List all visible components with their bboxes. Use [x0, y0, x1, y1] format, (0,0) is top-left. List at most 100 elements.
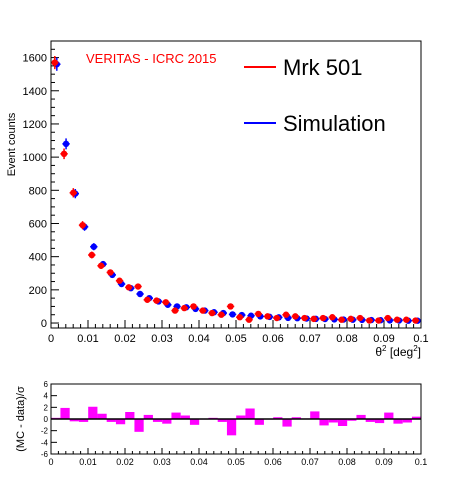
bottom-y-tick-label: 6 — [44, 380, 49, 389]
top-plot-frame — [50, 40, 422, 329]
data-point — [97, 262, 105, 269]
top-x-ticks: 0 0.01 0.02 0.03 0.04 0.05 0.06 0.07 0.08 0.09 0.1 — [48, 320, 429, 345]
data-point — [70, 189, 77, 196]
residual-bar — [162, 419, 172, 424]
top-x-tick-label: 0 — [48, 333, 54, 345]
y-axis-label: Event counts — [6, 112, 18, 176]
bottom-x-tick-label: 0.02 — [116, 457, 134, 467]
residual-bar — [69, 419, 79, 422]
residual-bar — [143, 414, 153, 419]
top-y-tick-label: 1000 — [23, 152, 47, 164]
legend: Mrk 501 Simulation — [244, 55, 386, 136]
top-x-tick-label: 0.01 — [77, 333, 98, 345]
residual-panel: 0 0.01 0.02 0.03 0.04 0.05 0.06 0.07 0.08 0.09 0.1… — [15, 380, 427, 467]
top-x-tick-label: 0.08 — [336, 333, 357, 345]
data-point — [319, 314, 327, 322]
data-point — [301, 314, 308, 322]
simulation-series — [53, 57, 422, 324]
data-point — [60, 150, 68, 158]
data-point — [236, 314, 244, 321]
mrk501-series — [51, 55, 420, 324]
bottom-x-tick-label: 0 — [48, 457, 53, 467]
data-point — [310, 315, 318, 323]
residual-bar — [254, 419, 264, 425]
data-point — [79, 221, 86, 229]
bottom-x-tick-label: 0.05 — [227, 457, 245, 467]
data-point — [282, 311, 290, 318]
residual-bar — [393, 419, 403, 424]
legend-label-simulation: Simulation — [283, 111, 386, 136]
residual-bar — [115, 419, 126, 425]
top-y-tick-label: 0 — [41, 318, 47, 330]
residual-bar — [384, 412, 394, 419]
residual-bar — [337, 419, 348, 426]
residual-bar — [134, 419, 144, 432]
data-point — [208, 309, 216, 317]
data-point — [227, 303, 234, 310]
data-point — [292, 313, 299, 320]
data-point — [338, 316, 345, 323]
residual-bar — [217, 419, 227, 422]
top-y-tick-label: 400 — [29, 252, 47, 264]
data-point — [366, 317, 373, 324]
top-y-tick-label: 600 — [29, 218, 47, 230]
top-y-tick-label: 1400 — [23, 86, 47, 98]
bottom-y-tick-label: 0 — [44, 415, 49, 424]
residual-bar — [78, 419, 89, 422]
x-axis-label: θ2 [deg2] — [375, 344, 421, 359]
residual-bar — [310, 411, 320, 419]
data-point — [199, 307, 207, 314]
data-point — [171, 307, 179, 314]
bottom-x-tick-label: 0.03 — [153, 457, 171, 467]
data-point — [62, 140, 70, 148]
residual-bar — [402, 419, 412, 423]
top-x-tick-label: 0.04 — [188, 333, 209, 345]
data-point — [273, 314, 281, 322]
residual-bar — [226, 419, 237, 436]
data-point — [88, 251, 96, 259]
top-y-tick-label: 1600 — [23, 53, 47, 65]
bottom-y-tick-label: -4 — [41, 438, 49, 447]
data-point — [136, 290, 144, 298]
residual-bar — [180, 415, 190, 419]
residual-bar — [152, 419, 163, 422]
data-point — [384, 314, 392, 322]
data-point — [412, 317, 419, 324]
residual-bar — [291, 417, 301, 419]
top-x-tick-label: 0.02 — [114, 333, 135, 345]
legend-label-mrk501: Mrk 501 — [283, 55, 362, 80]
residual-bar — [125, 412, 135, 419]
data-point — [134, 283, 142, 290]
veritas-annotation: VERITAS - ICRC 2015 — [86, 51, 217, 66]
bottom-y-tick-label: 2 — [44, 403, 49, 412]
data-point — [347, 315, 355, 323]
residual-bar — [356, 414, 366, 419]
residual-bar — [347, 419, 357, 421]
bottom-x-ticks: 0 0.01 0.02 0.03 0.04 0.05 0.06 0.07 0.08 0.09 0.1 — [48, 448, 427, 467]
data-point — [90, 243, 98, 250]
bottom-y-ticks: -6 -4 -2 0 2 4 6 — [41, 380, 57, 459]
residual-bar — [97, 413, 107, 419]
bottom-y-tick-label: -6 — [41, 450, 49, 459]
residual-bar — [374, 419, 385, 424]
top-y-tick-label: 1200 — [23, 119, 47, 131]
bottom-x-tick-label: 0.06 — [264, 457, 282, 467]
data-point — [255, 310, 262, 318]
data-point — [107, 269, 114, 276]
data-point — [393, 316, 401, 323]
bottom-plot-frame — [50, 383, 422, 455]
data-point — [190, 303, 197, 310]
top-y-tick-label: 800 — [29, 185, 47, 197]
data-point — [229, 311, 236, 318]
top-y-tick-label: 200 — [29, 285, 47, 297]
data-point — [144, 296, 151, 303]
data-point — [153, 297, 160, 304]
residual-bar — [60, 407, 70, 419]
data-point — [116, 277, 123, 284]
top-y-ticks: 0 200 400 600 800 1000 1200 1400 1600 — [23, 40, 59, 330]
data-point — [162, 299, 170, 306]
residual-bar — [282, 419, 292, 427]
bottom-y-tick-label: -2 — [41, 427, 49, 436]
